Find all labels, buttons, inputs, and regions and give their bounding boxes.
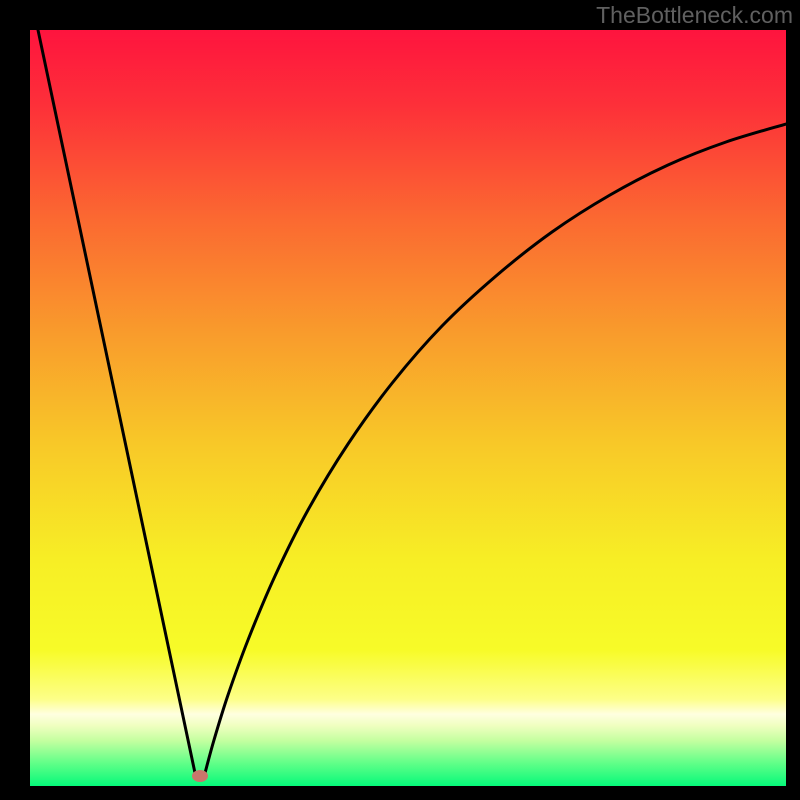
chart-stage: TheBottleneck.com [0, 0, 800, 800]
border-bottom [0, 786, 800, 800]
bottleneck-curve [30, 30, 786, 786]
watermark-text: TheBottleneck.com [596, 2, 793, 29]
border-right [786, 0, 800, 800]
optimal-point-marker [192, 770, 208, 782]
plot-area [30, 30, 786, 786]
border-left [0, 0, 30, 800]
